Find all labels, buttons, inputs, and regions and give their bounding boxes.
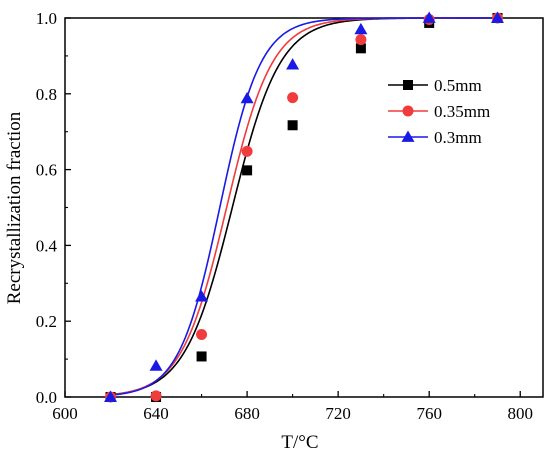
- data-point-0.5mm: [287, 120, 298, 131]
- x-axis: 600 640 680 720 760 800: [52, 391, 533, 423]
- data-point-0.35mm: [196, 328, 208, 340]
- data-markers: [104, 11, 504, 403]
- x-tick-label: 680: [234, 404, 260, 423]
- data-point-0.5mm: [196, 351, 207, 362]
- y-tick-label: 1.0: [36, 9, 57, 28]
- x-tick-label: 760: [416, 404, 442, 423]
- y-tick-label: 0.8: [36, 85, 57, 104]
- fit-curves: [110, 17, 498, 396]
- plot-frame: [64, 17, 544, 398]
- x-tick-label: 640: [143, 404, 169, 423]
- data-point-0.3mm: [490, 11, 504, 23]
- x-axis-title: T/°C: [281, 432, 318, 453]
- data-point-0.3mm: [354, 22, 368, 35]
- data-point-0.3mm: [149, 359, 163, 371]
- legend-label: 0.35mm: [434, 102, 490, 121]
- data-point-0.3mm: [104, 390, 118, 402]
- x-tick-label: 720: [325, 404, 351, 423]
- data-point-0.3mm: [286, 58, 300, 70]
- data-point-0.3mm: [422, 11, 436, 23]
- data-point-0.3mm: [195, 290, 209, 302]
- data-point-0.35mm: [287, 92, 299, 104]
- y-tick-label: 0.6: [36, 161, 57, 180]
- y-tick-label: 0.4: [36, 236, 58, 255]
- data-point-0.35mm: [241, 145, 253, 157]
- y-axis-title: Recrystallization fraction: [4, 111, 25, 304]
- fit-curve-0.3mm: [110, 17, 498, 396]
- x-tick-label: 600: [52, 404, 78, 423]
- data-point-0.5mm: [355, 43, 366, 54]
- y-tick-label: 0.2: [36, 312, 57, 331]
- data-point-0.35mm: [355, 34, 367, 46]
- y-axis: 0.0 0.2 0.4 0.6 0.8 1.0: [36, 9, 71, 407]
- y-tick-label: 0.0: [36, 388, 57, 407]
- legend-marker: [402, 105, 414, 117]
- legend-marker: [401, 130, 415, 142]
- legend-label: 0.3mm: [434, 128, 482, 147]
- legend-marker: [403, 80, 413, 90]
- x-tick-label: 800: [507, 404, 533, 423]
- fit-curve-0.5mm: [110, 17, 498, 396]
- data-point-0.5mm: [242, 165, 253, 176]
- data-point-0.35mm: [150, 390, 162, 402]
- legend: 0.5mm 0.35mm 0.3mm: [388, 76, 490, 147]
- fit-curve-0.35mm: [110, 17, 498, 396]
- legend-label: 0.5mm: [434, 76, 482, 95]
- data-point-0.3mm: [240, 91, 254, 104]
